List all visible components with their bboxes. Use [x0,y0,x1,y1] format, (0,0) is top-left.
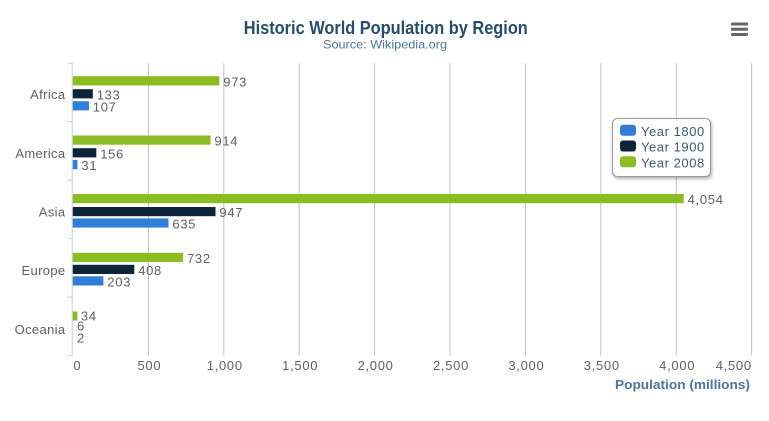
svg-text:156: 156 [100,146,124,161]
svg-text:732: 732 [187,251,211,266]
svg-text:4,054: 4,054 [688,192,724,207]
svg-text:0: 0 [73,358,81,373]
svg-text:Europe: Europe [21,263,65,278]
svg-text:America: America [15,146,66,161]
svg-text:914: 914 [214,134,238,149]
svg-text:Africa: Africa [30,87,66,102]
svg-text:6: 6 [77,318,85,333]
svg-text:Asia: Asia [39,205,66,220]
svg-text:408: 408 [138,263,162,278]
svg-text:133: 133 [97,87,121,102]
svg-text:Year 1900: Year 1900 [641,140,705,155]
svg-text:Source: Wikipedia.org: Source: Wikipedia.org [323,38,447,52]
svg-text:34: 34 [81,309,97,324]
svg-text:1,000: 1,000 [207,358,243,373]
svg-text:Year 1800: Year 1800 [641,124,705,139]
svg-text:Historic World Population by R: Historic World Population by Region [244,18,528,38]
svg-text:973: 973 [223,74,247,89]
svg-text:947: 947 [219,205,243,220]
svg-text:500: 500 [138,358,162,373]
svg-text:107: 107 [93,99,117,114]
svg-text:4,000: 4,000 [659,358,695,373]
svg-text:31: 31 [81,158,97,173]
svg-text:Year 2008: Year 2008 [641,155,705,170]
svg-text:2,500: 2,500 [433,358,469,373]
svg-text:3,000: 3,000 [508,358,544,373]
svg-text:1,500: 1,500 [282,358,318,373]
svg-text:635: 635 [172,217,196,232]
svg-text:Population (millions): Population (millions) [615,377,750,392]
svg-text:203: 203 [107,274,131,289]
svg-text:3,500: 3,500 [584,358,620,373]
svg-text:2: 2 [77,331,85,346]
svg-text:4,500: 4,500 [716,358,752,373]
svg-text:2,000: 2,000 [358,358,394,373]
svg-text:Oceania: Oceania [15,322,66,337]
